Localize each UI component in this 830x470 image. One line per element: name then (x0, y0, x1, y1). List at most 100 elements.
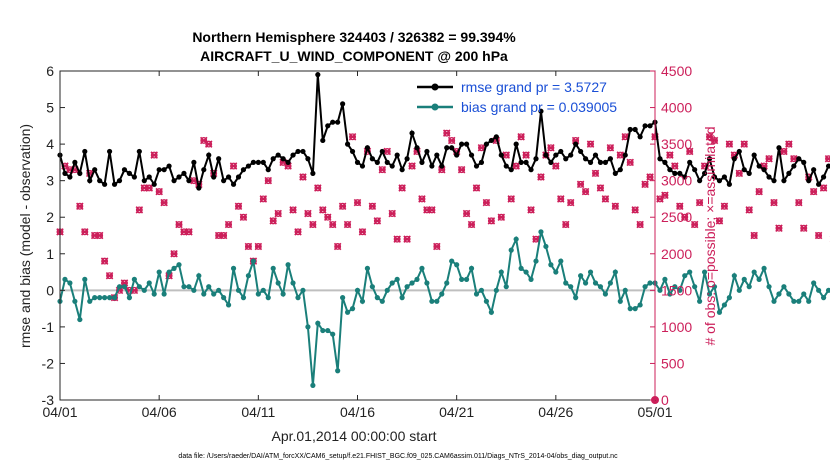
obs-assimilated-point (765, 154, 773, 163)
bias-point (811, 280, 817, 286)
bias-point (701, 269, 708, 275)
rmse-line (59, 74, 830, 189)
rmse-point (498, 152, 504, 158)
bias-point (493, 287, 499, 293)
bias-point (444, 280, 450, 286)
obs-assimilated-point (348, 133, 357, 141)
obs-assimilated-point (269, 217, 277, 225)
obs-assimilated-point (537, 173, 545, 181)
obs-assimilated-point (785, 140, 793, 148)
bias-point (255, 291, 261, 297)
rmse-point (825, 163, 830, 169)
bias-point (315, 320, 321, 326)
rmse-point (627, 126, 633, 133)
bias-point (498, 269, 504, 275)
obs-assimilated-point (368, 202, 377, 211)
y2-tick-label: 1500 (661, 282, 692, 298)
rmse-point (181, 170, 187, 176)
y-tick-label: 0 (46, 282, 54, 298)
rmse-point (617, 167, 623, 173)
obs-assimilated-point (328, 220, 337, 229)
obs-assimilated-point (472, 184, 481, 192)
bias-point (166, 269, 172, 275)
bias-point (622, 287, 628, 293)
rmse-point (216, 156, 222, 162)
rmse-point (146, 174, 152, 180)
bias-point (92, 295, 98, 301)
rmse-point (468, 152, 475, 158)
obs-assimilated-point (690, 220, 699, 229)
rmse-point (424, 148, 430, 155)
rmse-point (379, 148, 385, 155)
rmse-point (186, 178, 192, 184)
obs-assimilated-point (552, 162, 560, 170)
rmse-point (320, 137, 326, 144)
bias-point (191, 287, 197, 293)
rmse-point (582, 156, 589, 162)
obs-assimilated-point (274, 209, 282, 218)
rmse-point (488, 137, 494, 144)
bias-point (72, 298, 78, 304)
rmse-point (746, 170, 752, 176)
rmse-point (578, 148, 584, 155)
bias-point (573, 295, 579, 301)
bias-point (171, 265, 177, 271)
rmse-point (716, 178, 723, 184)
bias-point (820, 295, 827, 301)
obs-assimilated-point (353, 198, 362, 207)
bias-point (578, 273, 584, 279)
obs-assimilated-point (289, 206, 297, 214)
obs-assimilated-point (264, 176, 273, 185)
obs-assimilated-point (383, 147, 392, 156)
bias-point (692, 284, 698, 290)
rmse-point (434, 152, 440, 158)
rmse-point (240, 167, 247, 173)
rmse-point (548, 159, 554, 165)
x-tick-label: 04/11 (241, 404, 275, 420)
obs-assimilated-point (611, 202, 620, 211)
rmse-point (166, 163, 172, 169)
rmse-point (538, 108, 544, 114)
bias-point (463, 276, 470, 282)
obs-assimilated-point (616, 151, 625, 159)
rmse-point (463, 141, 470, 147)
bias-point (349, 306, 356, 312)
obs-assimilated-point (150, 151, 158, 159)
bias-point (77, 316, 83, 323)
rmse-point (662, 159, 668, 165)
y-tick-label: 1 (46, 246, 54, 262)
footnote: data file: /Users/raeder/DAI/ATM_forcXX/… (178, 453, 618, 460)
rmse-point (265, 167, 271, 173)
rmse-point (275, 152, 281, 158)
rmse-point (389, 163, 395, 169)
obs-assimilated-point (517, 133, 525, 141)
rmse-point (592, 152, 599, 158)
obs-assimilated-point (135, 206, 144, 214)
bias-point (245, 273, 252, 279)
rmse-point (632, 126, 638, 133)
rmse-point (796, 156, 802, 162)
plot-area (60, 71, 655, 400)
obs-assimilated-point (576, 180, 585, 189)
bias-point (404, 284, 410, 290)
obs-assimilated-point (814, 231, 823, 240)
bias-point (280, 291, 286, 297)
rmse-point (513, 141, 519, 147)
bias-point (181, 284, 187, 290)
obs-assimilated-point (676, 202, 684, 211)
obs-assimilated-point (646, 173, 654, 181)
bias-point (483, 298, 490, 304)
obs-assimilated-point (304, 209, 312, 218)
rmse-point (444, 145, 450, 151)
bias-point (721, 302, 728, 308)
bias-point (582, 280, 589, 286)
bias-point (816, 287, 822, 293)
obs-assimilated-point (323, 213, 332, 221)
bias-point (597, 284, 604, 290)
bias-point (186, 284, 192, 290)
obs-assimilated-point (497, 213, 506, 221)
bias-point (791, 298, 797, 304)
bias-point (806, 298, 812, 304)
obs-assimilated-point (581, 187, 590, 196)
bias-point (320, 327, 326, 334)
